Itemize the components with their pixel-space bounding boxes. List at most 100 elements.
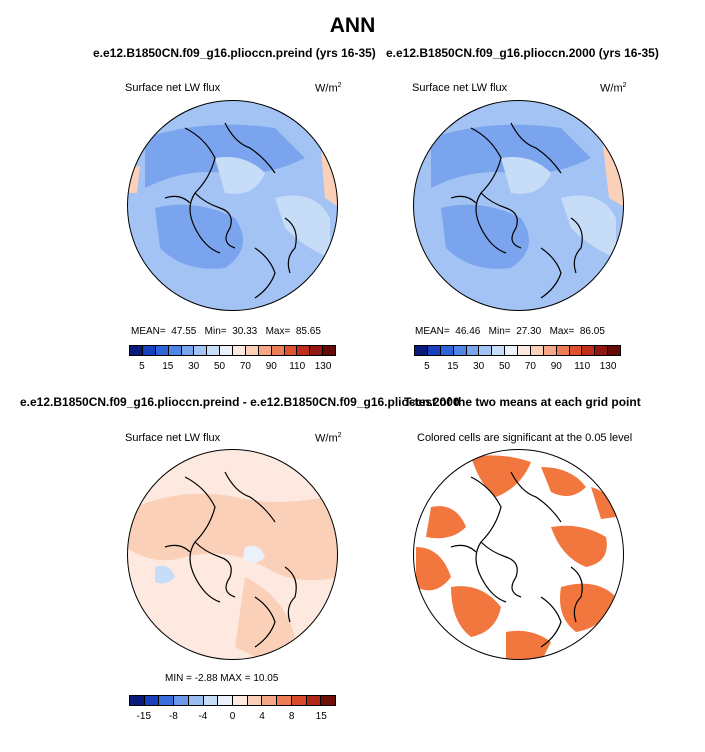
p3-colorbar-tick-label: -4	[198, 711, 208, 722]
p3-colorbar-ticks: -15 -8 -4 0 4 8 15	[129, 711, 336, 723]
p2-stats: MEAN= 46.46 Min= 27.30 Max= 86.05	[415, 326, 605, 337]
p3-minmax: MIN = -2.88 MAX = 10.05	[165, 673, 279, 684]
ttest-title: T-test of the two means at each grid poi…	[404, 395, 641, 409]
p1-stats: MEAN= 47.55 Min= 30.33 Max= 85.65	[131, 326, 321, 337]
p2-max: 86.05	[579, 326, 605, 337]
p3-colorbar	[129, 695, 336, 706]
p1-colorbar-cell	[310, 346, 324, 355]
p1-colorbar-cell	[207, 346, 221, 355]
p3-colorbar-cell	[130, 696, 145, 705]
p2-colorbar-tick-label: 110	[574, 361, 591, 372]
figure-title: ANN	[329, 14, 376, 37]
p3-colorbar-cell	[233, 696, 248, 705]
p2-colorbar-cell	[453, 346, 467, 355]
p1-colorbar-tick-label: 5	[139, 361, 145, 372]
diff-title: e.e12.B1850CN.f09_g16.pliocсn.preind - e…	[20, 395, 460, 409]
p1-colorbar-tick-label: 70	[239, 361, 251, 372]
p3-colorbar-tick-label: 0	[229, 711, 236, 722]
p1-polar-map	[127, 100, 338, 311]
p2-mean: 46.46	[455, 326, 481, 337]
p3-colorbar-tick-label: 8	[288, 711, 295, 722]
p1-colorbar-cell	[284, 346, 298, 355]
p2-colorbar-cell	[543, 346, 557, 355]
p1-colorbar-ticks: 5 15 30 50 70 90 110 130	[129, 361, 336, 373]
p3-colorbar-tick-label: -8	[168, 711, 178, 722]
p3-colorbar-cell	[174, 696, 189, 705]
p1-colorbar-cell	[271, 346, 285, 355]
p3-colorbar-tick-label: 15	[315, 711, 327, 722]
p3-colorbar-tick-label: 4	[259, 711, 265, 722]
p1-colorbar-cell	[323, 346, 335, 355]
p1-colorbar-cell	[258, 346, 272, 355]
p1-colorbar-cell	[220, 346, 233, 355]
p2-colorbar-cell	[556, 346, 570, 355]
case2-title: e.e12.B1850CN.f09_g16.pliocсn.2000 (yrs …	[386, 46, 659, 60]
p1-colorbar-cell	[130, 346, 143, 355]
p2-colorbar-tick-label: 130	[599, 361, 617, 372]
p3-colorbar-cell	[262, 696, 278, 705]
p1-max: 85.65	[295, 326, 321, 337]
p4-significance-note: Colored cells are significant at the 0.0…	[417, 432, 633, 444]
p1-mean: 47.55	[171, 326, 197, 337]
p3-colorbar-cell	[144, 696, 160, 705]
p3-colorbar-cell	[218, 696, 234, 705]
p3-variable-label: Surface net LW flux	[125, 432, 221, 444]
p4-polar-map	[413, 449, 624, 660]
p1-colorbar-cell	[155, 346, 169, 355]
p2-colorbar-cell	[505, 346, 518, 355]
case1-title: e.e12.B1850CN.f09_g16.pliocсn.preind (yr…	[93, 46, 376, 60]
p2-colorbar-tick-label: 70	[524, 361, 536, 372]
p2-colorbar-cell	[415, 346, 428, 355]
p2-polar-map	[413, 100, 624, 311]
p2-min: 27.30	[516, 326, 542, 337]
p1-units-label: W/m2	[315, 82, 342, 95]
p3-colorbar-cell	[291, 696, 307, 705]
p1-min: 30.33	[232, 326, 258, 337]
p2-colorbar-cell	[479, 346, 493, 355]
p2-colorbar	[414, 345, 621, 356]
p2-colorbar-cell	[518, 346, 531, 355]
p1-colorbar-cell	[181, 346, 195, 355]
p3-colorbar-cell	[188, 696, 204, 705]
p2-colorbar-cell	[582, 346, 596, 355]
p2-colorbar-cell	[492, 346, 506, 355]
p3-colorbar-cell	[277, 696, 292, 705]
p3-units-label: W/m2	[315, 432, 342, 445]
p2-colorbar-tick-label: 90	[550, 361, 562, 372]
p2-variable-label: Surface net LW flux	[412, 82, 508, 94]
p2-colorbar-cell	[595, 346, 609, 355]
p2-colorbar-tick-label: 50	[499, 361, 511, 372]
p1-colorbar-tick-label: 30	[188, 361, 200, 372]
p2-colorbar-cell	[466, 346, 480, 355]
p2-colorbar-tick-label: 5	[424, 361, 430, 372]
p2-colorbar-cell	[427, 346, 441, 355]
p1-colorbar-cell	[194, 346, 208, 355]
p3-polar-map	[127, 449, 338, 660]
p1-colorbar	[129, 345, 336, 356]
p1-colorbar-tick-label: 90	[265, 361, 277, 372]
p2-colorbar-tick-label: 30	[473, 361, 485, 372]
p2-colorbar-tick-label: 15	[447, 361, 459, 372]
p1-colorbar-cell	[245, 346, 259, 355]
p2-colorbar-cell	[440, 346, 454, 355]
p1-colorbar-tick-label: 15	[162, 361, 174, 372]
p1-colorbar-cell	[168, 346, 182, 355]
p1-colorbar-cell	[297, 346, 311, 355]
p2-colorbar-cell	[530, 346, 544, 355]
p1-colorbar-cell	[142, 346, 156, 355]
p2-units-label: W/m2	[600, 82, 627, 95]
p3-colorbar-cell	[203, 696, 219, 705]
p2-colorbar-cell	[608, 346, 620, 355]
p3-colorbar-cell	[306, 696, 322, 705]
p1-colorbar-tick-label: 110	[289, 361, 306, 372]
p1-colorbar-tick-label: 130	[314, 361, 332, 372]
p3-colorbar-cell	[159, 696, 175, 705]
p3-colorbar-cell	[321, 696, 336, 705]
p1-colorbar-cell	[233, 346, 246, 355]
p1-variable-label: Surface net LW flux	[125, 82, 221, 94]
p3-colorbar-cell	[247, 696, 263, 705]
p3-colorbar-tick-label: -15	[136, 711, 152, 722]
p1-colorbar-tick-label: 50	[214, 361, 226, 372]
p2-colorbar-cell	[569, 346, 583, 355]
p2-colorbar-ticks: 5 15 30 50 70 90 110 130	[414, 361, 621, 373]
